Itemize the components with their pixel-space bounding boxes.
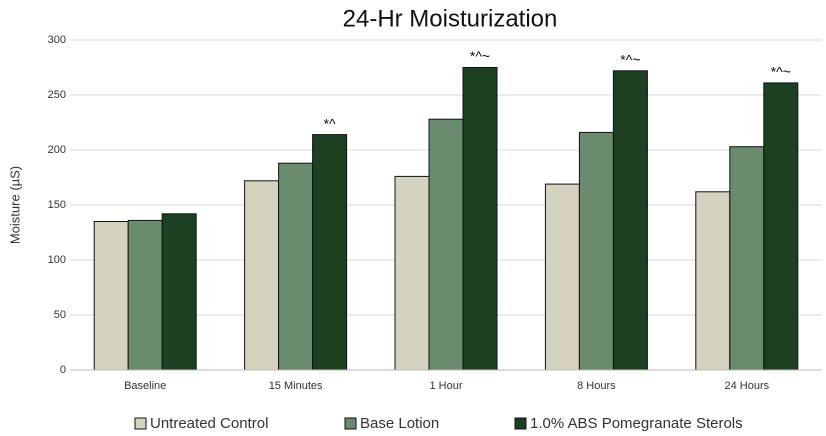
x-tick-label: 1 Hour <box>429 380 462 392</box>
annotation: *^~ <box>771 64 791 80</box>
x-tick-label: 15 Minutes <box>269 380 323 392</box>
y-axis-label: Moisture (µS) <box>7 166 22 244</box>
legend-swatch <box>514 417 527 430</box>
bar <box>612 70 648 371</box>
bar <box>763 82 799 371</box>
legend-label: Untreated Control <box>150 415 268 432</box>
legend-label: Base Lotion <box>360 415 439 432</box>
bar <box>428 118 464 371</box>
bar <box>394 175 430 371</box>
x-tick-label: 24 Hours <box>724 380 769 392</box>
bar <box>544 183 580 371</box>
chart-title: 24-Hr Moisturization <box>343 5 558 32</box>
annotation: *^~ <box>470 48 490 64</box>
y-tick-label: 50 <box>54 309 66 321</box>
bar <box>695 191 731 371</box>
bar <box>312 134 348 371</box>
bar <box>127 219 163 371</box>
bar <box>93 221 129 371</box>
bar <box>462 67 498 371</box>
x-tick-label: 8 Hours <box>577 380 616 392</box>
x-tick-label: Baseline <box>124 380 166 392</box>
y-tick-label: 250 <box>48 89 66 101</box>
y-tick-label: 150 <box>48 199 66 211</box>
y-tick-label: 200 <box>48 144 66 156</box>
legend-label: 1.0% ABS Pomegranate Sterols <box>530 415 743 432</box>
legend-swatch <box>134 417 147 430</box>
y-tick-label: 300 <box>48 34 66 46</box>
annotation: *^ <box>324 115 336 131</box>
bar <box>578 131 614 371</box>
annotation: *^~ <box>620 52 640 68</box>
bar <box>729 146 765 371</box>
y-tick-label: 100 <box>48 254 66 266</box>
bar <box>244 180 280 371</box>
bar <box>278 162 314 371</box>
y-tick-label: 0 <box>60 364 66 376</box>
bar <box>161 213 197 371</box>
legend-swatch <box>344 417 357 430</box>
